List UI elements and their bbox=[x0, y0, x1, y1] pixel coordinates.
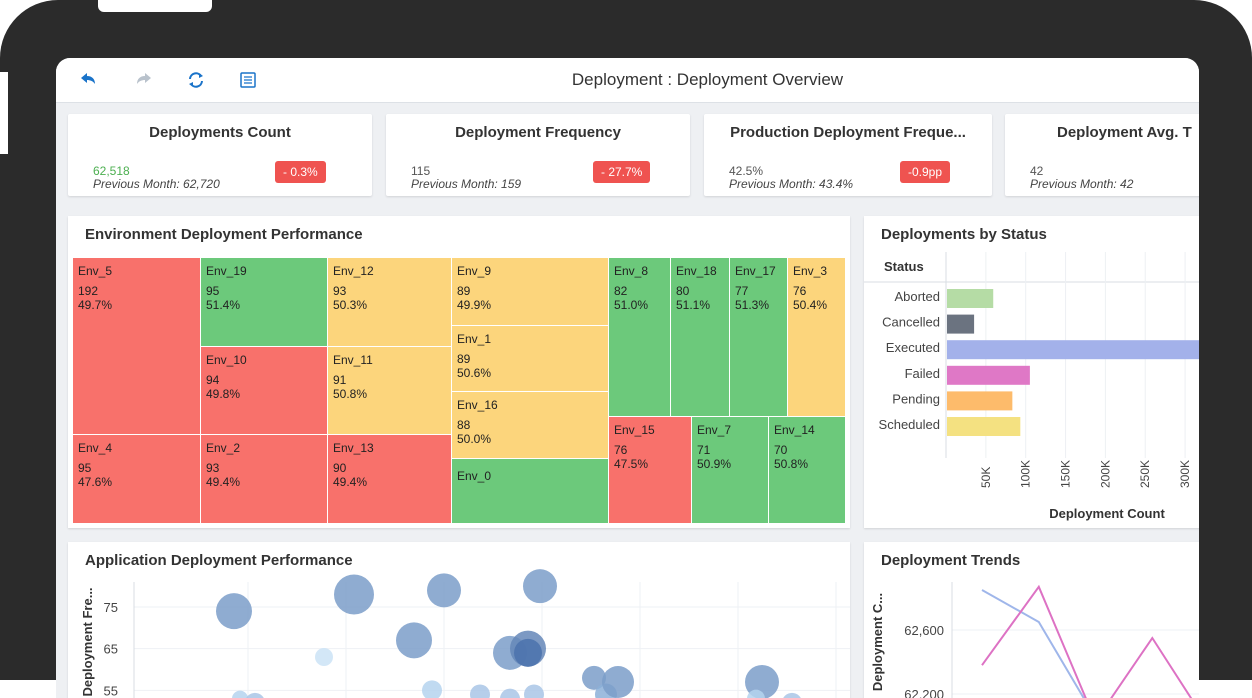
x-tick-label: 150K bbox=[1059, 460, 1073, 488]
kpi-title: Production Deployment Freque... bbox=[704, 124, 992, 141]
scatter-bubble bbox=[514, 639, 542, 667]
scatter-bubble bbox=[524, 685, 544, 698]
kpi-card-deployments-count[interactable]: Deployments Count 62,518 Previous Month:… bbox=[68, 114, 372, 196]
status-bar bbox=[947, 366, 1030, 385]
status-bar bbox=[947, 315, 974, 334]
kpi-value: 62,518 bbox=[93, 164, 130, 178]
device-frame: Deployment : Deployment Overview Deploym… bbox=[0, 0, 1252, 680]
category-label: Scheduled bbox=[879, 417, 940, 432]
device-notch bbox=[98, 0, 212, 12]
status-bar-chart: Status 50K 100K 150K 200K 250K 300K Aborted Canc… bbox=[864, 216, 1199, 528]
application-scatter-chart: 75 65 55 Deployment Fre... bbox=[68, 542, 850, 698]
category-label: Aborted bbox=[894, 289, 940, 304]
kpi-change-badge: - 0.3% bbox=[275, 161, 326, 183]
category-label: Pending bbox=[892, 391, 940, 406]
environment-treemap-panel: Environment Deployment Performance Env_5… bbox=[68, 216, 850, 528]
x-axis-label: Deployment Count bbox=[1049, 506, 1165, 521]
scatter-bubble bbox=[422, 680, 442, 698]
toolbar: Deployment : Deployment Overview bbox=[56, 58, 1199, 103]
category-label: Executed bbox=[886, 340, 940, 355]
page-title: Deployment : Deployment Overview bbox=[56, 70, 1199, 90]
status-bar bbox=[947, 417, 1020, 436]
y-tick-label: 62,600 bbox=[904, 623, 944, 638]
x-tick-label: 50K bbox=[979, 467, 993, 488]
category-label: Failed bbox=[905, 366, 940, 381]
y-tick-label: 55 bbox=[104, 683, 118, 698]
deployment-trends-chart: 62,600 62,200 Deployment C... bbox=[864, 542, 1199, 698]
status-bar bbox=[947, 340, 1199, 359]
scatter-bubble bbox=[602, 666, 634, 698]
kpi-value: 115 bbox=[411, 164, 430, 178]
scatter-bubble bbox=[232, 691, 248, 698]
y-tick-label: 62,200 bbox=[904, 687, 944, 698]
panel-title: Environment Deployment Performance bbox=[85, 226, 363, 243]
scatter-bubble bbox=[216, 593, 252, 629]
kpi-card-production-deployment-frequency[interactable]: Production Deployment Freque... 42.5% Pr… bbox=[704, 114, 992, 196]
kpi-previous: Previous Month: 62,720 bbox=[93, 177, 220, 191]
x-tick-label: 250K bbox=[1138, 460, 1152, 488]
kpi-change-badge: -0.9pp bbox=[900, 161, 950, 183]
kpi-title: Deployments Count bbox=[68, 124, 372, 141]
scatter-bubble bbox=[427, 573, 461, 607]
kpi-change-badge: - 27.7% bbox=[593, 161, 650, 183]
y-tick-label: 65 bbox=[104, 642, 118, 657]
treemap-tile[interactable]: Env_0 bbox=[452, 459, 609, 524]
scatter-bubble bbox=[782, 693, 802, 698]
y-tick-label: 75 bbox=[104, 600, 118, 615]
kpi-title: Deployment Frequency bbox=[386, 124, 690, 141]
y-axis-label: Deployment C... bbox=[870, 593, 885, 691]
kpi-previous: Previous Month: 43.4% bbox=[729, 177, 853, 191]
scatter-bubble bbox=[334, 575, 374, 615]
y-axis-label: Deployment Fre... bbox=[80, 587, 95, 696]
trend-line-series-b bbox=[982, 587, 1199, 698]
scatter-bubble bbox=[315, 648, 333, 666]
status-bar bbox=[947, 289, 993, 308]
kpi-card-deployment-avg-time[interactable]: Deployment Avg. T 42 Previous Month: 42 bbox=[1005, 114, 1199, 196]
x-tick-label: 100K bbox=[1019, 460, 1033, 488]
dashboard-screen: Deployment : Deployment Overview Deploym… bbox=[56, 58, 1199, 698]
x-tick-label: 300K bbox=[1178, 460, 1192, 488]
trend-line-series-a bbox=[982, 590, 1199, 698]
kpi-previous: Previous Month: 159 bbox=[411, 177, 521, 191]
kpi-value: 42.5% bbox=[729, 164, 763, 178]
kpi-card-deployment-frequency[interactable]: Deployment Frequency 115 Previous Month:… bbox=[386, 114, 690, 196]
category-header: Status bbox=[884, 259, 924, 274]
kpi-value: 42 bbox=[1030, 164, 1043, 178]
x-tick-label: 200K bbox=[1098, 460, 1112, 488]
device-side-notch bbox=[0, 72, 8, 154]
scatter-bubble bbox=[523, 569, 557, 603]
status-bar bbox=[947, 391, 1012, 410]
scatter-bubble bbox=[470, 685, 490, 698]
kpi-previous: Previous Month: 42 bbox=[1030, 177, 1133, 191]
scatter-bubble bbox=[396, 622, 432, 658]
category-label: Cancelled bbox=[882, 315, 940, 330]
kpi-title: Deployment Avg. T bbox=[1057, 124, 1199, 141]
